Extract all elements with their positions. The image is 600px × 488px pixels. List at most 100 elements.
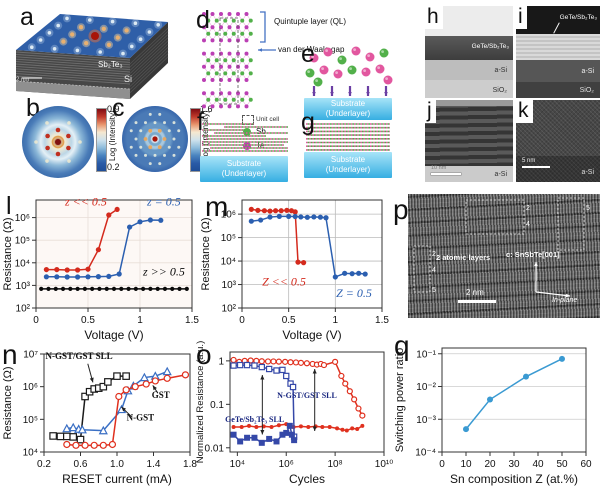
hrtem-scalebar-label: 2 nm <box>466 288 484 297</box>
tem-j-scalebar <box>431 173 461 175</box>
svg-text:2: 2 <box>432 251 436 258</box>
substrate-box-e: Substrate (Underlayer) <box>304 98 392 120</box>
svg-text:10¹⁰: 10¹⁰ <box>375 459 393 470</box>
svg-text:10⁸: 10⁸ <box>327 459 342 470</box>
svg-text:5: 5 <box>586 205 590 212</box>
svg-text:1: 1 <box>218 356 224 367</box>
chart-panel-q: 0 10 20 30 40 50 60 10⁻¹ 10⁻² 10⁻³ 10⁻⁴ Sn composit… <box>392 338 598 488</box>
tem-h-sio2-layer <box>425 80 513 98</box>
vdw-gap-callout: van der Waals gap <box>278 45 345 54</box>
svg-text:Voltage (V): Voltage (V) <box>84 328 143 342</box>
colorbar-b-max: 0.9 <box>107 104 120 114</box>
colorbar-b <box>96 108 107 172</box>
hrtem-inplane-label: In-plane <box>552 297 578 304</box>
panel-label-m: m <box>205 191 229 222</box>
svg-text:Z << 0.5: Z << 0.5 <box>262 274 306 288</box>
svg-text:10²: 10² <box>222 304 237 315</box>
svg-text:2: 2 <box>526 205 530 212</box>
svg-text:0.5: 0.5 <box>81 315 95 326</box>
panel-label-p: p <box>393 194 409 225</box>
substrate-text-1: Substrate <box>330 155 366 164</box>
svg-text:N-GST/GST SLL: N-GST/GST SLL <box>45 351 112 361</box>
panel-i-tem: GeTe/Sb₂Te₃ a-Si SiO₂ i <box>516 6 600 98</box>
hrtem-annotations-graphic: 2 4 5 2 4 5 <box>413 197 590 298</box>
panel-label-g: g <box>301 108 315 136</box>
tem-k-scalebar <box>522 166 550 168</box>
svg-text:10⁶: 10⁶ <box>221 210 236 221</box>
tem-k-scalebar-label: 5 nm <box>522 158 536 164</box>
layer-rows-graphic-g <box>306 123 390 151</box>
svg-text:Normalized Resistance (a.u.): Normalized Resistance (a.u.) <box>195 341 206 464</box>
svg-text:0: 0 <box>33 315 39 326</box>
panel-label-n: n <box>2 339 18 370</box>
quintuple-layer-callout: Quintuple layer (QL) <box>274 17 347 26</box>
panel-g-film: Substrate (Underlayer) <box>300 112 396 185</box>
panel-label-f: f <box>197 108 204 136</box>
svg-text:GST: GST <box>152 390 170 400</box>
svg-text:1.4: 1.4 <box>147 459 161 470</box>
panel-d-structure: Quintuple layer (QL) van der Waals gap <box>196 6 396 111</box>
svg-text:10⁴: 10⁴ <box>230 459 245 470</box>
tem-j-film-texture <box>425 100 513 166</box>
tem-k-dark-band <box>516 156 600 182</box>
atoms-arrows-graphic-e <box>305 46 393 96</box>
tem-k-asi-label: a-Si <box>581 169 594 176</box>
substrate-text-1: Substrate <box>330 99 366 108</box>
diffraction-pattern-b <box>22 106 94 178</box>
hrtem-atomic-layers-label: 2 atomic layers <box>436 253 491 262</box>
panel-label-j: j <box>425 100 436 123</box>
panel-f-film: Substrate (Underlayer) <box>196 112 292 185</box>
film-label-sb2te3: Sb₂Te₃ <box>98 60 123 69</box>
svg-text:N-GST/GST SLL: N-GST/GST SLL <box>277 391 337 400</box>
svg-text:GeTe/Sb₂Te₃ SLL: GeTe/Sb₂Te₃ SLL <box>225 415 284 424</box>
tem-h-sio2-label: SiO₂ <box>492 87 507 94</box>
tem-j-scalebar-label: 10 nm <box>431 165 447 171</box>
layer-rows-graphic-f <box>202 123 288 152</box>
panel-label-k: k <box>516 100 533 123</box>
unit-cell-legend-label: Unit cell <box>256 116 280 123</box>
svg-text:10⁻⁴: 10⁻⁴ <box>415 448 436 459</box>
svg-text:Resistance (Ω): Resistance (Ω) <box>2 217 14 290</box>
panel-label-c: c <box>112 94 125 122</box>
svg-text:30: 30 <box>508 459 520 470</box>
svg-text:0: 0 <box>239 315 245 326</box>
tem-h-asi-layer <box>425 60 513 80</box>
hrtem-scalebar <box>458 300 496 303</box>
svg-text:1.8: 1.8 <box>183 459 197 470</box>
colorbar-c <box>190 108 201 172</box>
svg-text:Voltage (V): Voltage (V) <box>282 328 341 342</box>
tem-j-asi-label: a-Si <box>494 171 507 178</box>
tem-h-film-label: GeTe/Sb₂Te₃ <box>471 43 509 50</box>
tem-j-asi-strip <box>425 166 513 182</box>
tem-i-asi-layer <box>516 60 600 82</box>
hrtem-lattice-texture <box>408 194 600 318</box>
svg-text:10³: 10³ <box>222 280 237 291</box>
substrate-text-2: (Underlayer) <box>325 109 371 118</box>
chart-panel-o: 10⁴ 10⁶ 10⁸ 10¹⁰ 1 0.1 0.01 Cycles Normalized Re… <box>192 340 394 488</box>
lattice-graphic-d <box>202 11 276 109</box>
panel-p-hrtem: 2 4 5 2 4 5 2 atomic layers c: SnSbTe[001] In… <box>408 194 600 318</box>
hrtem-axis-label: c: SnSbTe[001] <box>506 250 560 259</box>
svg-text:z >> 0.5: z >> 0.5 <box>142 265 185 279</box>
svg-text:1.0: 1.0 <box>110 459 124 470</box>
panel-j-tem: 10 nm a-Si j <box>425 100 513 182</box>
substrate-label-si: Si <box>124 74 133 84</box>
svg-text:Z = 0.5: Z = 0.5 <box>336 286 372 300</box>
diffraction-pattern-c <box>122 106 188 172</box>
tem-i-film-label: GeTe/Sb₂Te₃ <box>559 14 597 21</box>
tem-i-cap-layer <box>516 6 600 34</box>
svg-text:10⁵: 10⁵ <box>221 233 236 244</box>
svg-text:40: 40 <box>532 459 544 470</box>
panel-label-o: o <box>196 339 212 370</box>
svg-text:10⁶: 10⁶ <box>15 213 30 224</box>
svg-text:50: 50 <box>556 459 568 470</box>
svg-text:10⁷: 10⁷ <box>23 350 38 361</box>
svg-text:10: 10 <box>460 459 472 470</box>
svg-text:10⁴: 10⁴ <box>15 258 30 269</box>
panel-label-e: e <box>301 40 315 68</box>
svg-text:5: 5 <box>432 287 436 294</box>
substrate-box-g: Substrate (Underlayer) <box>304 152 392 178</box>
svg-text:0.01: 0.01 <box>205 443 225 454</box>
svg-text:10⁵: 10⁵ <box>15 236 30 247</box>
svg-text:10⁻³: 10⁻³ <box>416 415 436 426</box>
